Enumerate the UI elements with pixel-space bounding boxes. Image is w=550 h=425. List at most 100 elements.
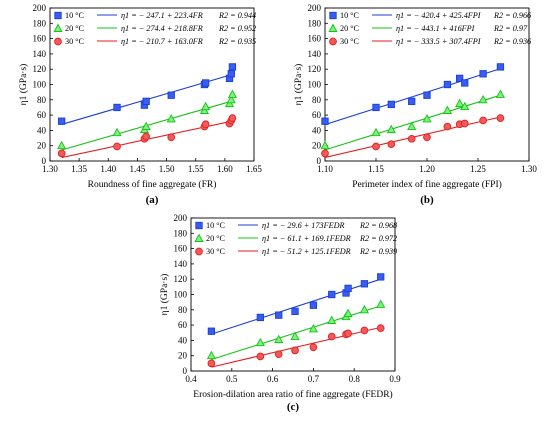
y-tick-label: 160 — [308, 34, 322, 44]
data-point-series-1 — [344, 284, 352, 293]
legend-marker-series-2 — [328, 23, 338, 32]
y-tick-label: 20 — [178, 351, 188, 361]
legend-r-squared: R2 = 0.939 — [359, 247, 397, 256]
data-point-series-1 — [256, 313, 265, 322]
y-axis-label: η1 (GPa·s) — [293, 64, 304, 106]
legend-marker-series-3 — [195, 247, 203, 256]
x-axis-label: Erosion-dilation area ratio of fine aggr… — [193, 389, 392, 400]
data-point-series-1 — [321, 117, 329, 125]
legend-series-name: 30 °C — [65, 37, 85, 46]
legend-series-name: 10 °C — [65, 11, 85, 20]
x-tick-label: 1.45 — [130, 164, 146, 174]
y-tick-label: 120 — [33, 64, 47, 74]
data-point-series-2 — [371, 127, 381, 137]
legend-r-squared: R2 = 0.935 — [218, 37, 256, 46]
data-point-series-3 — [460, 119, 469, 128]
data-point-series-3 — [479, 116, 487, 125]
legend-r-squared: R2 = 0.952 — [218, 24, 256, 33]
data-point-series-2 — [112, 127, 122, 137]
y-tick-label: 180 — [308, 18, 322, 28]
data-point-series-3 — [407, 134, 416, 143]
y-tick-label: 180 — [174, 228, 188, 238]
data-point-series-1 — [479, 70, 487, 78]
legend-equation: η1 = − 61.1 + 169.1FEDR — [262, 234, 351, 243]
data-point-series-3 — [207, 359, 216, 368]
legend-marker-series-1 — [329, 11, 337, 20]
data-point-series-1 — [408, 97, 416, 105]
data-point-series-3 — [309, 343, 318, 352]
data-point-series-2 — [57, 140, 67, 150]
y-tick-label: 60 — [312, 110, 322, 120]
y-axis-label: η1 (GPa·s) — [18, 64, 29, 106]
y-tick-label: 100 — [308, 80, 322, 90]
y-tick-label: 60 — [178, 320, 188, 330]
data-point-series-1 — [275, 311, 283, 319]
y-tick-label: 140 — [33, 49, 47, 59]
legend-series-name: 20 °C — [340, 24, 360, 33]
y-tick-label: 160 — [33, 34, 47, 44]
legend-r-squared: R2 = 0.966 — [493, 11, 532, 20]
legend-equation: η1 = − 333.5 + 307.4FPI — [396, 37, 482, 46]
y-tick-label: 200 — [308, 3, 322, 13]
legend-r-squared: R2 = 0.944 — [218, 11, 256, 20]
x-tick-label: 1.55 — [188, 164, 204, 174]
y-tick-label: 0 — [183, 366, 188, 376]
data-point-series-1 — [201, 79, 210, 87]
y-tick-label: 100 — [174, 290, 188, 300]
legend-equation: η1 = − 210.7 + 163.0FR — [121, 37, 203, 46]
x-tick-label: 1.50 — [159, 164, 175, 174]
x-tick-label: 1.30 — [521, 164, 537, 174]
data-point-series-1 — [113, 103, 121, 112]
x-tick-label: 0.4 — [185, 374, 197, 384]
data-point-series-3 — [291, 346, 299, 355]
fit-line-series-1 — [211, 278, 381, 335]
legend-series-name: 10 °C — [340, 11, 360, 20]
data-point-series-3 — [387, 140, 396, 149]
legend-series-name: 10 °C — [206, 221, 226, 230]
data-point-series-2 — [226, 94, 236, 104]
data-point-series-1 — [142, 97, 150, 105]
data-point-series-1 — [377, 273, 385, 281]
data-point-series-1 — [360, 280, 369, 288]
y-tick-label: 200 — [174, 213, 188, 223]
y-tick-label: 80 — [312, 95, 322, 105]
panel-label: (b) — [420, 194, 434, 206]
legend-series-name: 20 °C — [206, 234, 226, 243]
x-tick-label: 1.15 — [368, 164, 384, 174]
data-point-series-2 — [343, 308, 353, 318]
x-tick-label: 1.20 — [419, 164, 435, 174]
data-point-series-1 — [455, 74, 464, 83]
x-tick-label: 0.8 — [349, 374, 361, 384]
chart-panel-2: 1.10 1.15 1.20 1.25 1.30 0 20 40 60 80 100 120 140 16… — [293, 3, 537, 206]
x-tick-label: 0.9 — [389, 374, 401, 384]
data-point-series-1 — [167, 91, 175, 99]
data-point-series-2 — [359, 304, 369, 314]
data-point-series-3 — [274, 350, 283, 359]
data-point-series-3 — [321, 149, 329, 158]
legend-marker-series-1 — [54, 11, 62, 20]
y-tick-label: 20 — [37, 141, 47, 151]
data-point-series-3 — [372, 142, 380, 151]
data-point-series-1 — [423, 91, 431, 99]
legend-equation: η1 = − 274.4 + 218.8FR — [121, 24, 203, 33]
legend-marker-series-2 — [53, 23, 63, 32]
data-point-series-1 — [496, 63, 505, 71]
y-tick-label: 100 — [33, 80, 47, 90]
data-point-series-2 — [386, 124, 396, 134]
data-point-series-2 — [407, 121, 417, 131]
data-point-series-2 — [255, 337, 265, 347]
data-point-series-2 — [495, 89, 505, 98]
x-axis-label: Perimeter index of fine aggregate (FPI) — [352, 179, 502, 190]
legend-marker-series-2 — [194, 233, 204, 242]
data-point-series-2 — [460, 101, 470, 111]
data-point-series-3 — [57, 149, 66, 158]
data-point-series-3 — [360, 326, 369, 335]
data-point-series-2 — [327, 315, 337, 324]
data-point-series-2 — [206, 350, 216, 360]
data-point-series-1 — [58, 117, 66, 125]
legend-r-squared: R2 = 0.968 — [359, 221, 397, 230]
data-point-series-1 — [291, 307, 299, 315]
data-point-series-1 — [328, 290, 336, 299]
y-tick-label: 60 — [37, 110, 47, 120]
